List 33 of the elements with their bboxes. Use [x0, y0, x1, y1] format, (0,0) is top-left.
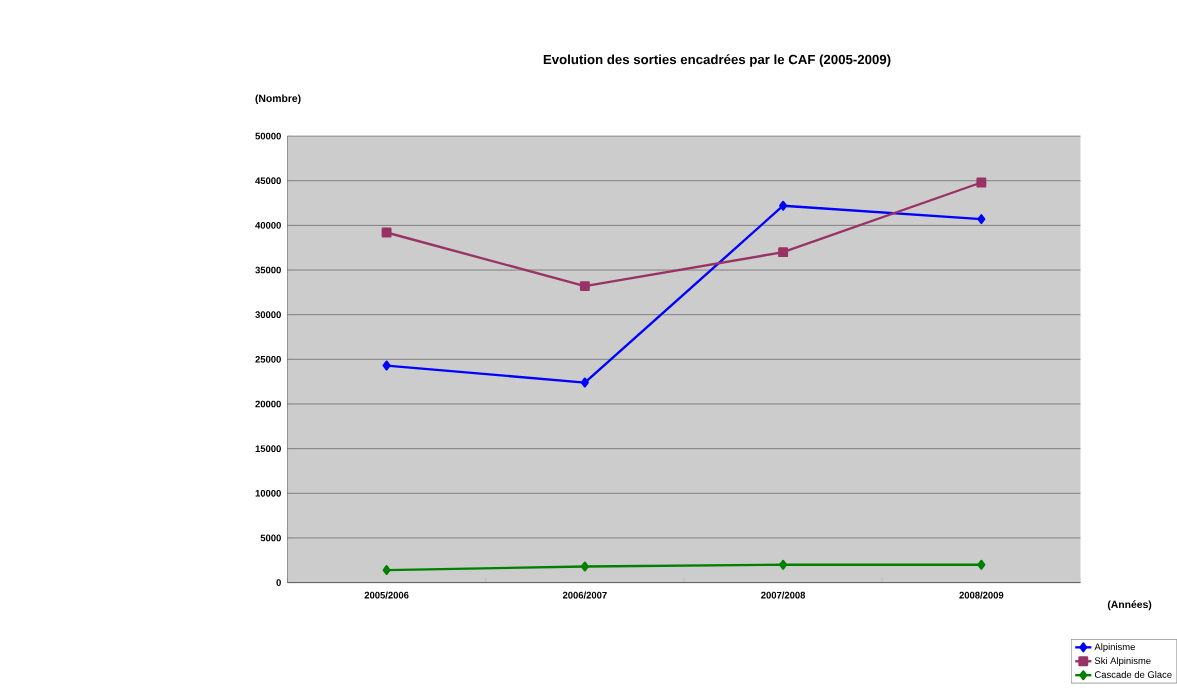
y-axis-title: (Nombre)	[255, 94, 301, 104]
point	[579, 280, 590, 291]
chart-title: Evolution des sorties encadrées par le CAF (2005-2009)	[543, 54, 891, 67]
y-tick-label: 10000	[255, 489, 281, 497]
x-tick-label: 2006/2007	[562, 591, 607, 599]
y-tick-label: 35000	[255, 266, 281, 274]
point	[580, 561, 589, 572]
legend-label: Alpinisme	[1094, 642, 1135, 652]
x-tick-label: 2007/2008	[761, 591, 806, 599]
legend-label: Cascade de Glace	[1094, 670, 1172, 678]
x-tick-label: 2005/2006	[364, 591, 409, 599]
point	[779, 559, 788, 570]
y-tick-label: 20000	[255, 400, 281, 408]
point	[382, 360, 391, 371]
point	[381, 227, 392, 238]
y-tick-label: 40000	[255, 221, 281, 229]
y-tick-label: 5000	[260, 534, 281, 542]
point	[382, 564, 391, 575]
point	[779, 200, 788, 211]
point	[778, 246, 789, 257]
point	[977, 559, 986, 570]
point	[977, 213, 986, 224]
point	[976, 177, 987, 188]
y-tick-label: 30000	[255, 311, 281, 318]
y-tick-label: 45000	[255, 177, 281, 184]
point	[580, 377, 589, 388]
y-tick-label: 25000	[255, 355, 281, 363]
y-tick-label: 50000	[255, 132, 281, 140]
legend-label: Ski Alpinisme	[1094, 656, 1151, 666]
y-tick-label: 15000	[255, 445, 281, 452]
x-tick-label: 2008/2009	[959, 591, 1004, 599]
x-axis-title: (Années)	[1107, 600, 1152, 610]
y-tick-label: 0	[276, 579, 281, 586]
